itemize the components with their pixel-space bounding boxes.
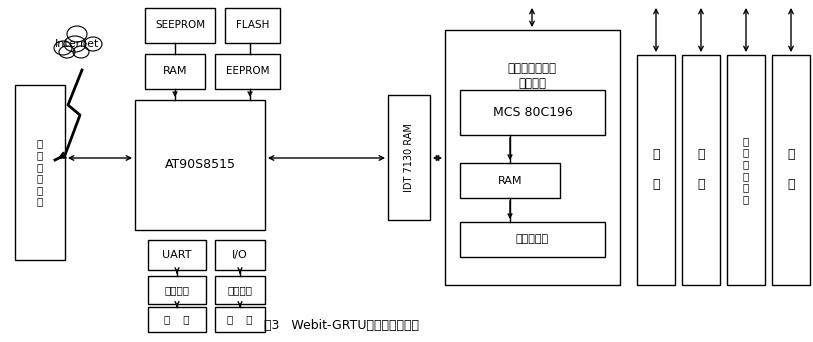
Text: Internet: Internet [54,39,99,49]
Bar [15,85,65,260]
Text: 图3   Webit-GRTU硬件结构示意图: 图3 Webit-GRTU硬件结构示意图 [264,319,419,332]
Bar [225,8,280,43]
Text: 功率驱动: 功率驱动 [228,285,253,295]
Ellipse shape [64,36,86,52]
Text: FLASH: FLASH [236,21,269,30]
Ellipse shape [59,46,75,58]
Text: 设    备: 设 备 [228,315,253,325]
Text: SEEPROM: SEEPROM [155,21,205,30]
Text: IDT 7130 RAM: IDT 7130 RAM [404,123,414,192]
Text: 电
能
脉
冲
计
数: 电 能 脉 冲 计 数 [743,136,749,204]
Bar [215,240,265,270]
Text: 遥

控: 遥 控 [787,148,795,192]
Ellipse shape [67,26,87,42]
Text: I/O: I/O [233,250,248,260]
Text: 设    备: 设 备 [164,315,189,325]
Text: 数据采集与控制
处理模块: 数据采集与控制 处理模块 [507,62,557,90]
Bar [388,95,430,220]
Bar [215,276,265,304]
Ellipse shape [73,46,89,58]
Bar [460,222,605,257]
Bar [145,54,205,89]
Bar [637,55,675,285]
Bar [727,55,765,285]
Bar [148,307,206,332]
Text: 遥

信: 遥 信 [652,148,660,192]
Text: RAM: RAM [163,66,187,77]
Bar [215,54,280,89]
Ellipse shape [54,41,72,55]
Bar [682,55,720,285]
Text: EEPROM: EEPROM [226,66,269,77]
Bar [460,163,560,198]
Text: 遥

测: 遥 测 [698,148,705,192]
Text: MCS 80C196: MCS 80C196 [493,106,572,119]
Bar [445,30,620,285]
Bar [135,100,265,230]
Text: 以
太
网
控
制
器: 以 太 网 控 制 器 [37,139,43,207]
Text: UART: UART [163,250,192,260]
Text: RAM: RAM [498,175,522,185]
Bar [148,276,206,304]
Bar [460,90,605,135]
Bar [772,55,810,285]
Text: 显示与键盘: 显示与键盘 [516,235,549,245]
Ellipse shape [84,37,102,51]
Bar [148,240,206,270]
Bar [145,8,215,43]
Text: AT90S8515: AT90S8515 [164,158,236,171]
Bar [215,307,265,332]
Text: 电平转换: 电平转换 [164,285,189,295]
